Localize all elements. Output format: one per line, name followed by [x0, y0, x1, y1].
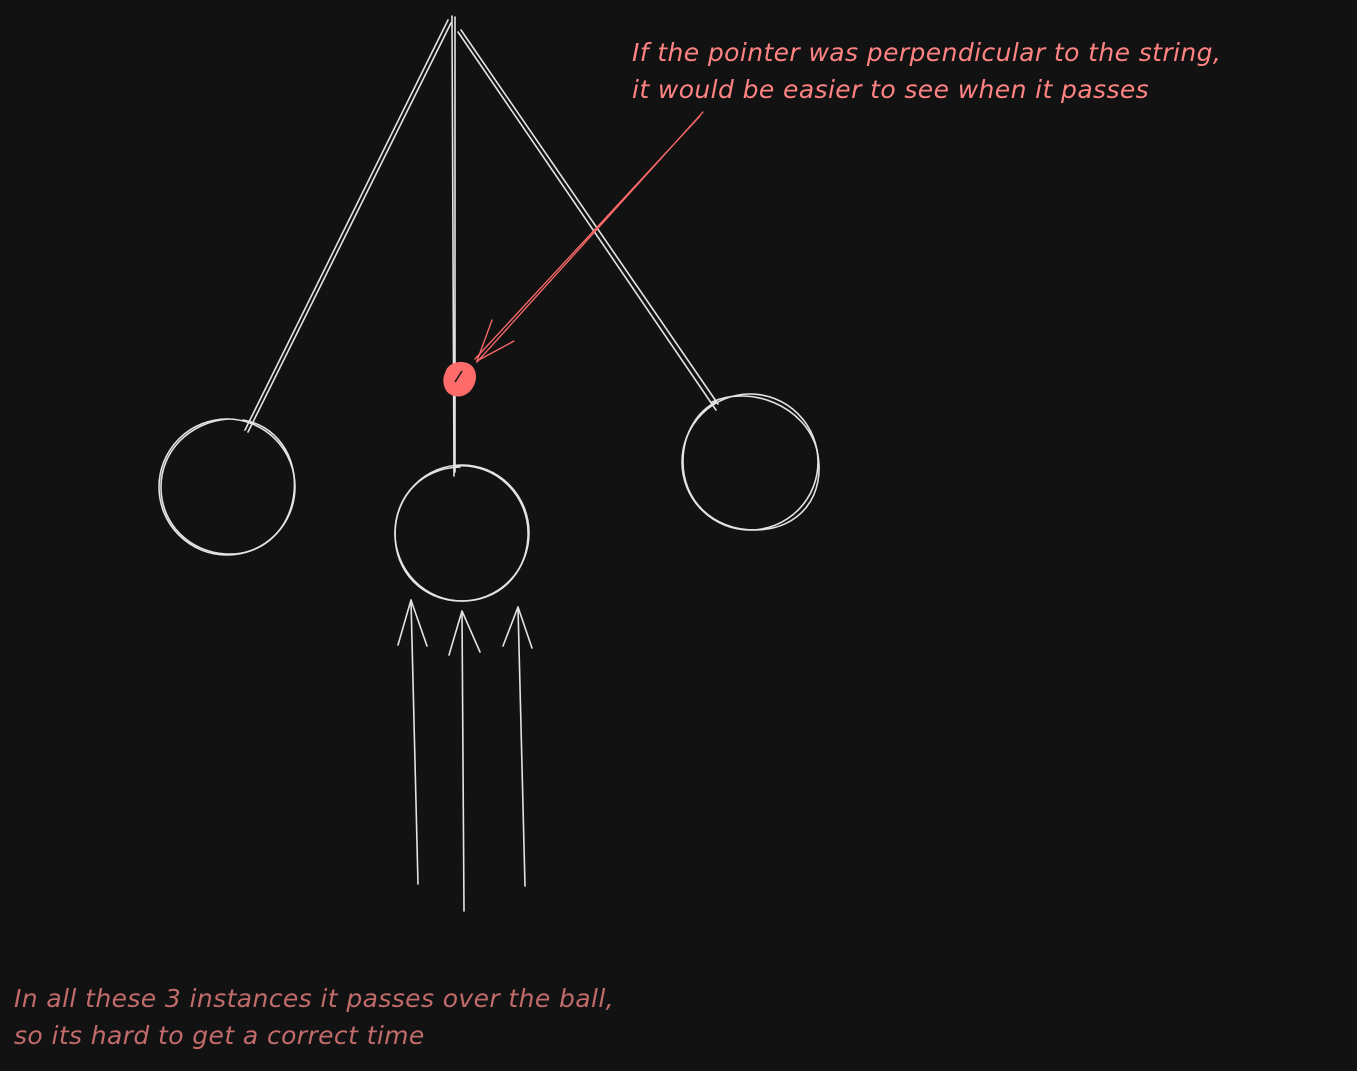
up-arrow-left [397, 599, 428, 885]
annotation-arrow [474, 111, 704, 363]
top-annotation: If the pointer was perpendicular to the … [632, 34, 1221, 108]
right-pendulum [457, 29, 820, 531]
left-ball [158, 418, 296, 556]
right-string [457, 29, 719, 411]
up-arrow-right [502, 606, 533, 887]
bottom-annotation-line-2: so its hard to get a correct time [14, 1021, 425, 1050]
top-annotation-line-1: If the pointer was perpendicular to the … [632, 38, 1222, 67]
center-string [451, 15, 456, 477]
center-pendulum [394, 15, 530, 602]
right-ball [681, 393, 820, 531]
pointer-marker [443, 362, 476, 397]
bottom-annotation-line-1: In all these 3 instances it passes over … [14, 984, 615, 1013]
up-arrow-middle [448, 610, 481, 912]
left-pendulum [158, 19, 452, 556]
center-ball [394, 464, 530, 602]
top-annotation-line-2: it would be easier to see when it passes [632, 75, 1150, 104]
left-string [244, 19, 452, 433]
bottom-annotation: In all these 3 instances it passes over … [14, 980, 614, 1054]
